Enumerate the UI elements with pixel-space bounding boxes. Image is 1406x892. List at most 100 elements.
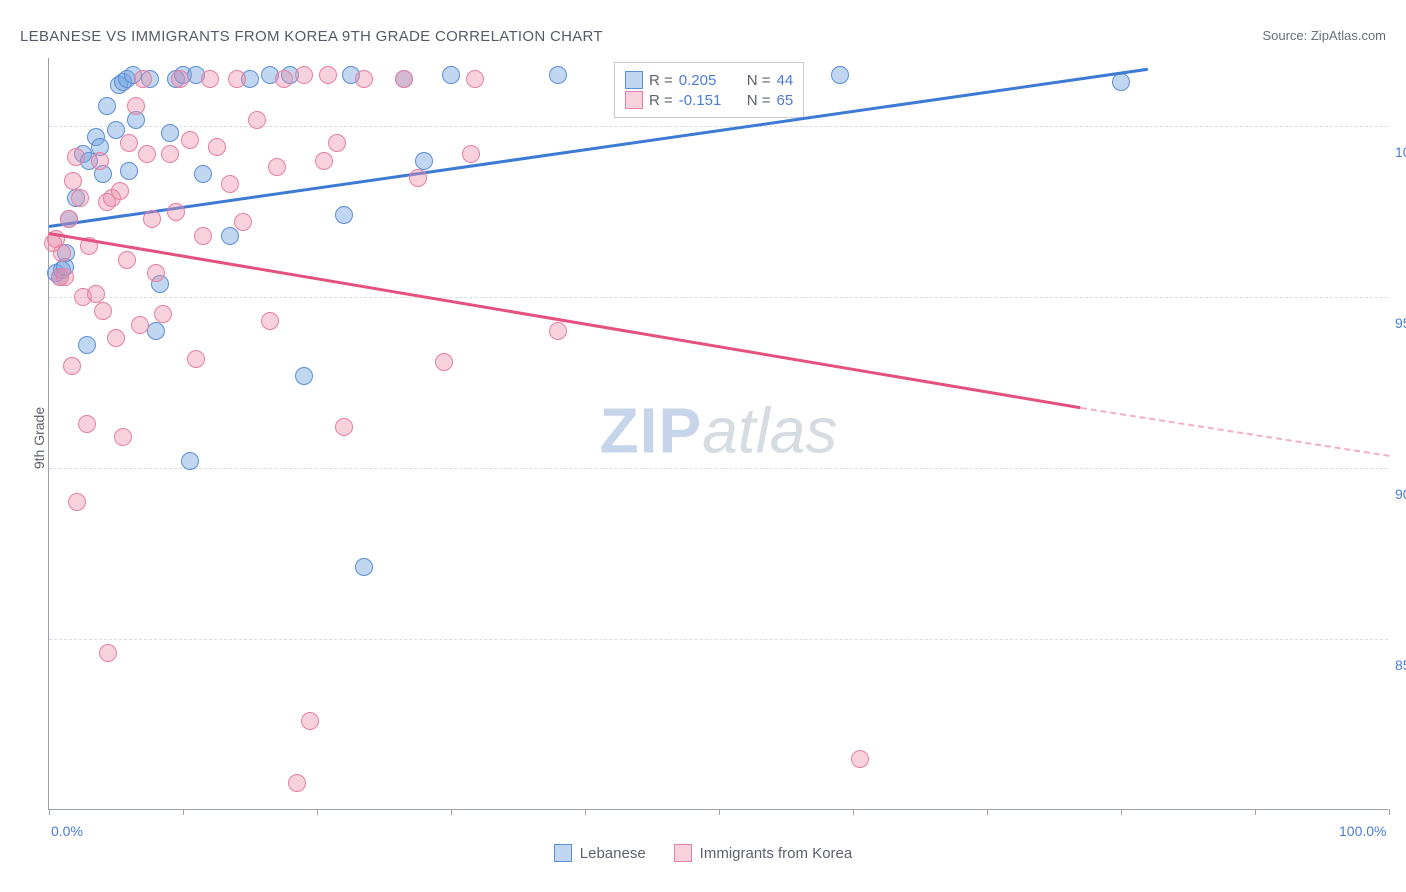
data-point	[194, 227, 212, 245]
stat-r-value: 0.205	[679, 72, 731, 89]
x-tick-mark	[719, 809, 720, 815]
x-tick-mark	[1389, 809, 1390, 815]
watermark-zip: ZIP	[600, 394, 703, 466]
data-point	[335, 418, 353, 436]
legend-swatch	[625, 91, 643, 109]
x-tick-mark	[853, 809, 854, 815]
data-point	[71, 189, 89, 207]
data-point	[67, 148, 85, 166]
stat-n-label: N =	[747, 92, 771, 109]
data-point	[131, 316, 149, 334]
data-point	[181, 131, 199, 149]
data-point	[187, 350, 205, 368]
data-point	[395, 70, 413, 88]
data-point	[63, 357, 81, 375]
chart-title: LEBANESE VS IMMIGRANTS FROM KOREA 9TH GR…	[20, 28, 603, 45]
y-axis-label: 9th Grade	[31, 407, 47, 469]
data-point	[462, 145, 480, 163]
data-point	[127, 97, 145, 115]
data-point	[288, 774, 306, 792]
data-point	[107, 329, 125, 347]
data-point	[275, 70, 293, 88]
stat-n-value: 44	[777, 72, 794, 89]
y-tick-label: 90.0%	[1395, 486, 1406, 502]
x-tick-mark	[1121, 809, 1122, 815]
data-point	[355, 558, 373, 576]
data-point	[53, 244, 71, 262]
data-point	[147, 264, 165, 282]
data-point	[161, 145, 179, 163]
data-point	[221, 175, 239, 193]
data-point	[409, 169, 427, 187]
data-point	[851, 750, 869, 768]
data-point	[335, 206, 353, 224]
x-tick-mark	[451, 809, 452, 815]
stats-row: R = 0.205N = 44	[625, 71, 793, 89]
data-point	[68, 493, 86, 511]
x-tick-mark	[49, 809, 50, 815]
watermark-atlas: atlas	[702, 394, 837, 466]
trend-line-dashed	[1081, 407, 1390, 457]
stat-n-value: 65	[777, 92, 794, 109]
data-point	[549, 322, 567, 340]
data-point	[201, 70, 219, 88]
trend-line	[49, 232, 1081, 409]
data-point	[78, 336, 96, 354]
stats-row: R = -0.151N = 65	[625, 91, 793, 109]
data-point	[56, 268, 74, 286]
data-point	[147, 322, 165, 340]
data-point	[98, 97, 116, 115]
data-point	[114, 428, 132, 446]
data-point	[295, 367, 313, 385]
stats-legend: R = 0.205N = 44R = -0.151N = 65	[614, 62, 804, 118]
data-point	[60, 210, 78, 228]
data-point	[154, 305, 172, 323]
data-point	[442, 66, 460, 84]
x-tick-label: 0.0%	[51, 823, 83, 839]
data-point	[268, 158, 286, 176]
data-point	[261, 312, 279, 330]
legend-item: Lebanese	[554, 844, 646, 862]
legend-label: Immigrants from Korea	[700, 845, 853, 862]
data-point	[248, 111, 266, 129]
x-tick-mark	[317, 809, 318, 815]
data-point	[167, 203, 185, 221]
data-point	[295, 66, 313, 84]
data-point	[118, 251, 136, 269]
legend-swatch	[554, 844, 572, 862]
data-point	[435, 353, 453, 371]
data-point	[221, 227, 239, 245]
data-point	[301, 712, 319, 730]
legend-swatch	[625, 71, 643, 89]
legend-swatch	[674, 844, 692, 862]
data-point	[134, 70, 152, 88]
x-tick-label: 100.0%	[1339, 823, 1386, 839]
stat-r-label: R =	[649, 72, 673, 89]
data-point	[234, 213, 252, 231]
data-point	[143, 210, 161, 228]
data-point	[1112, 73, 1130, 91]
data-point	[64, 172, 82, 190]
data-point	[355, 70, 373, 88]
data-point	[194, 165, 212, 183]
data-point	[319, 66, 337, 84]
y-tick-label: 85.0%	[1395, 657, 1406, 673]
data-point	[94, 302, 112, 320]
x-tick-mark	[987, 809, 988, 815]
data-point	[78, 415, 96, 433]
data-point	[111, 182, 129, 200]
y-tick-label: 95.0%	[1395, 315, 1406, 331]
data-point	[415, 152, 433, 170]
scatter-chart: ZIPatlas R = 0.205N = 44R = -0.151N = 65…	[48, 58, 1388, 810]
gridline	[49, 126, 1388, 127]
data-point	[315, 152, 333, 170]
stat-r-label: R =	[649, 92, 673, 109]
x-tick-mark	[585, 809, 586, 815]
gridline	[49, 639, 1388, 640]
data-point	[328, 134, 346, 152]
legend-label: Lebanese	[580, 845, 646, 862]
data-point	[831, 66, 849, 84]
data-point	[208, 138, 226, 156]
data-point	[120, 162, 138, 180]
data-point	[171, 70, 189, 88]
